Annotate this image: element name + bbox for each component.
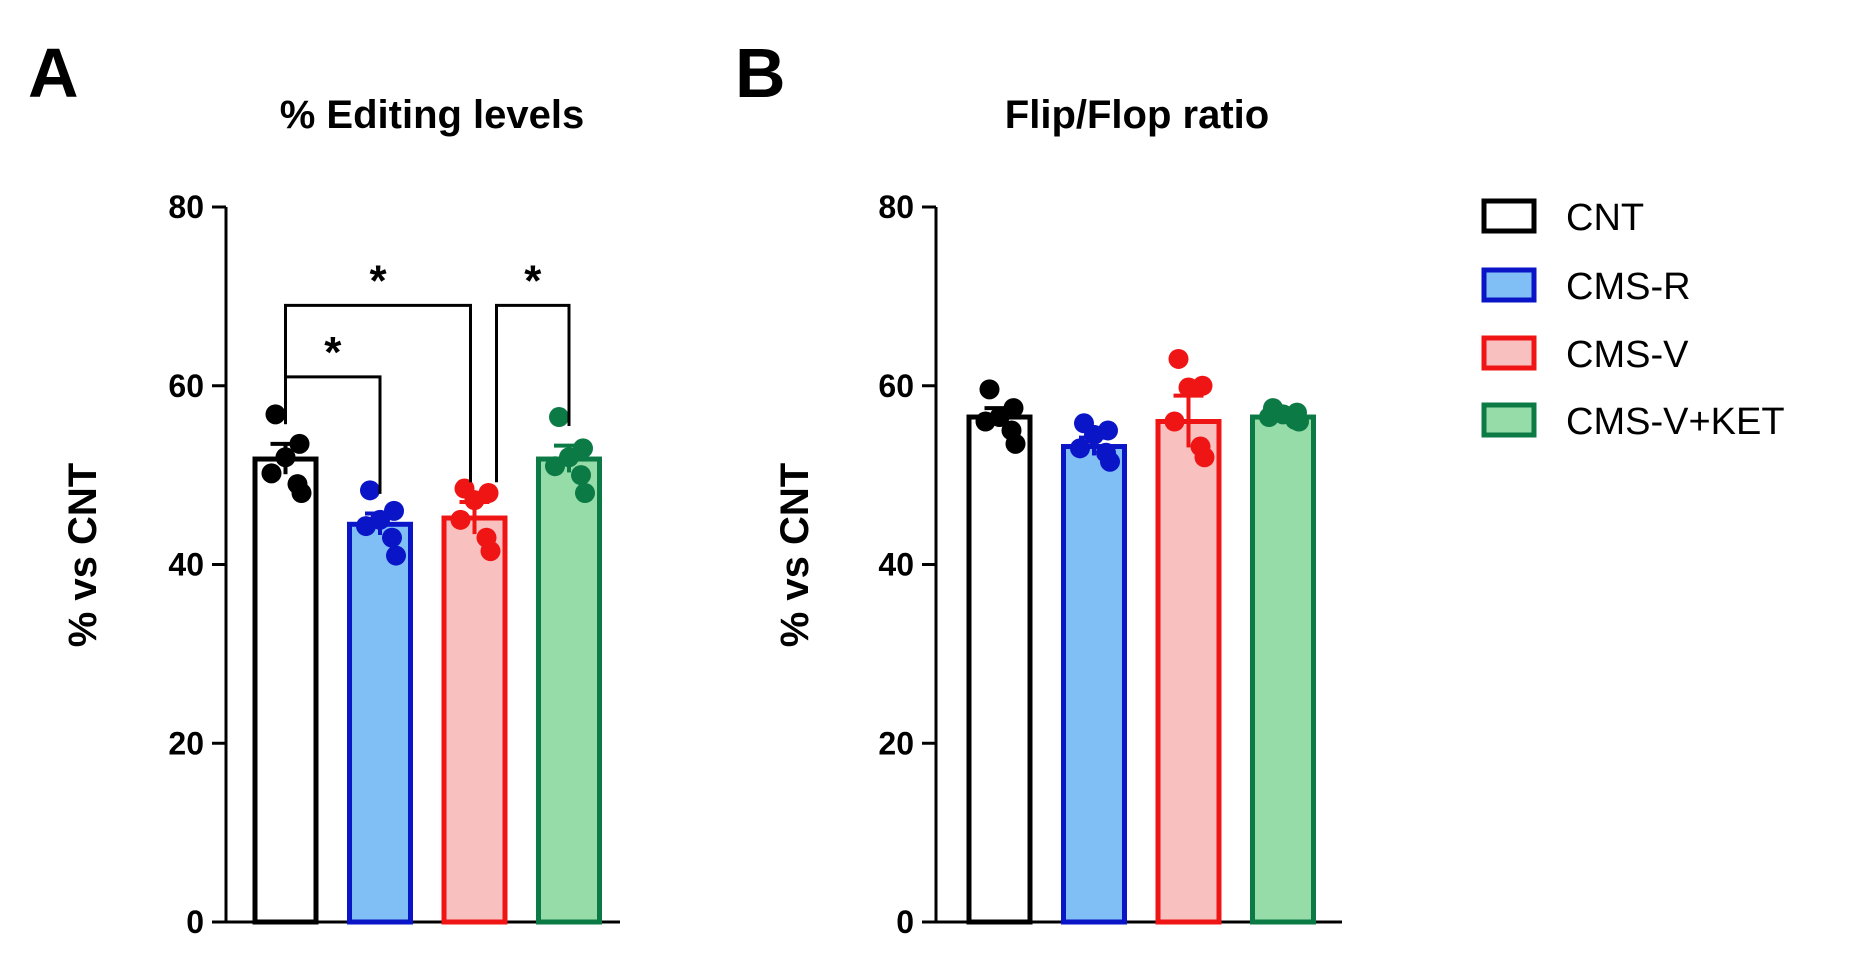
y-ticks-a: 0 20 40 60 80 <box>168 189 226 940</box>
data-point-cms-v <box>1164 411 1185 432</box>
data-point-cnt <box>265 404 286 425</box>
data-point-cms-r <box>1084 424 1104 445</box>
legend-swatch-cms-v-ket <box>1481 402 1537 438</box>
bars-a <box>252 456 602 925</box>
data-point-cms-r <box>386 545 406 566</box>
legend-item-cms-v-ket: CMS-V+KET <box>1481 401 1785 443</box>
data-point-cnt <box>1005 433 1026 454</box>
y-tick-label-0: 0 <box>896 904 914 940</box>
y-axis-label-b: % vs CNT <box>773 463 817 648</box>
data-point-cms-r <box>1070 438 1090 459</box>
data-point-cnt <box>289 433 310 454</box>
data-point-cms-v <box>1168 348 1189 369</box>
y-tick-label-60: 60 <box>878 368 914 404</box>
data-point-cms-v <box>464 490 485 511</box>
data-point-cms-r <box>1100 451 1120 472</box>
y-tick-label-20: 20 <box>878 725 914 761</box>
y-tick-label-0: 0 <box>186 904 204 940</box>
legend-label-cms-v-ket: CMS-V+KET <box>1566 401 1785 443</box>
data-point-cms-v-ket <box>1289 411 1309 432</box>
bar-cnt <box>966 414 1033 925</box>
data-point-cms-v <box>450 509 471 530</box>
data-point-cnt <box>979 379 1000 400</box>
significance-star: * <box>324 328 342 377</box>
bar-cms-v-ket <box>1250 414 1316 925</box>
chart-title-a: % Editing levels <box>280 93 585 137</box>
y-ticks-b: 0 20 40 60 80 <box>878 189 936 940</box>
data-point-cms-v-ket <box>1259 407 1279 428</box>
dots-b <box>975 348 1309 472</box>
dots-a <box>261 404 595 566</box>
y-axis-label-a: % vs CNT <box>61 463 105 648</box>
legend-label-cms-v: CMS-V <box>1566 334 1689 376</box>
data-point-cms-v <box>1194 447 1215 468</box>
legend-label-cms-r: CMS-R <box>1566 266 1691 308</box>
data-point-cms-r <box>382 527 402 548</box>
bar-cms-v <box>1155 419 1222 925</box>
data-point-cms-r <box>360 480 380 501</box>
panel-letter-b: B <box>735 34 786 112</box>
legend-item-cnt: CNT <box>1481 197 1644 239</box>
legend-swatch-cms-r <box>1481 267 1537 303</box>
data-point-cms-v-ket <box>575 483 595 503</box>
data-point-cms-v <box>1178 377 1199 398</box>
bar-cnt <box>252 456 319 925</box>
data-point-cnt <box>291 483 312 503</box>
legend: CNT CMS-R CMS-V CMS-V+KET <box>1481 197 1785 443</box>
data-point-cms-v-ket <box>571 465 591 486</box>
legend-item-cms-v: CMS-V <box>1481 334 1689 376</box>
legend-swatch-cnt <box>1481 198 1537 234</box>
legend-swatch-cms-v <box>1481 335 1537 371</box>
data-point-cnt <box>261 463 282 484</box>
data-point-cnt <box>275 447 296 468</box>
data-point-cms-v-ket <box>545 456 565 477</box>
significance-bracket <box>495 303 571 483</box>
legend-item-cms-r: CMS-R <box>1481 266 1691 308</box>
panel-b: B Flip/Flop ratio % vs CNT 0 20 40 60 80 <box>735 34 1342 940</box>
y-tick-label-80: 80 <box>878 189 914 225</box>
significance-star: * <box>524 256 542 305</box>
chart-title-b: Flip/Flop ratio <box>1005 93 1269 137</box>
data-point-cms-v <box>480 541 501 562</box>
significance-a: * * * <box>284 256 571 494</box>
y-tick-label-60: 60 <box>168 368 204 404</box>
y-tick-label-40: 40 <box>168 547 204 583</box>
data-point-cms-v-ket <box>549 407 569 428</box>
bar-cms-v <box>441 515 508 925</box>
data-point-cnt <box>975 411 996 432</box>
bar-cms-r <box>347 521 413 925</box>
bar-cms-r <box>1061 444 1127 925</box>
y-tick-label-80: 80 <box>168 189 204 225</box>
y-tick-label-20: 20 <box>168 725 204 761</box>
panel-letter-a: A <box>28 34 79 112</box>
y-tick-label-40: 40 <box>878 547 914 583</box>
significance-bracket <box>284 303 472 483</box>
bars-b <box>966 414 1316 925</box>
bar-cms-v-ket <box>536 456 602 925</box>
legend-label-cnt: CNT <box>1566 197 1644 239</box>
data-point-cms-r <box>356 516 376 537</box>
significance-star: * <box>369 256 387 305</box>
